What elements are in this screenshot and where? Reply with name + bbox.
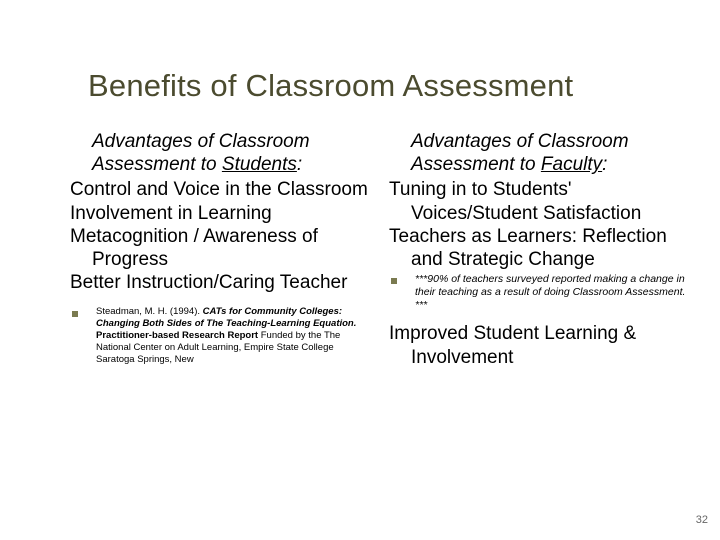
page-number: 32 [696, 514, 708, 526]
right-item: Tuning in to Students' Voices/Student Sa… [389, 178, 690, 224]
left-item: Involvement in Learning [70, 202, 371, 225]
columns: Advantages of Classroom Assessment to St… [70, 130, 690, 369]
right-item: Teachers as Learners: Reflection and Str… [389, 225, 690, 271]
slide-title: Benefits of Classroom Assessment [88, 68, 690, 104]
citation-bold: Practitioner-based Research Report [96, 330, 258, 341]
bullet-icon [72, 311, 78, 317]
footnote: ***90% of teachers surveyed reported mak… [415, 273, 690, 312]
right-column: Advantages of Classroom Assessment to Fa… [389, 130, 690, 369]
slide: Benefits of Classroom Assessment Advanta… [0, 0, 720, 540]
left-item: Better Instruction/Caring Teacher [70, 271, 371, 294]
left-column: Advantages of Classroom Assessment to St… [70, 130, 371, 369]
bullet-icon [391, 278, 397, 284]
footnote-row: ***90% of teachers surveyed reported mak… [389, 273, 690, 312]
left-heading-tail: : [297, 154, 302, 175]
citation-lead: Steadman, M. H. (1994). [96, 306, 203, 317]
left-item: Control and Voice in the Classroom [70, 178, 371, 201]
citation-row: Steadman, M. H. (1994). CATs for Communi… [70, 306, 371, 365]
left-heading: Advantages of Classroom Assessment to St… [70, 130, 371, 176]
right-heading-styled: Faculty [541, 154, 602, 175]
citation: Steadman, M. H. (1994). CATs for Communi… [96, 306, 371, 365]
left-heading-styled: Students [222, 154, 297, 175]
closing-line: Improved Student Learning & Involvement [389, 322, 690, 368]
right-heading-tail: : [602, 154, 607, 175]
left-item: Metacognition / Awareness of Progress [70, 225, 371, 271]
right-heading: Advantages of Classroom Assessment to Fa… [389, 130, 690, 176]
